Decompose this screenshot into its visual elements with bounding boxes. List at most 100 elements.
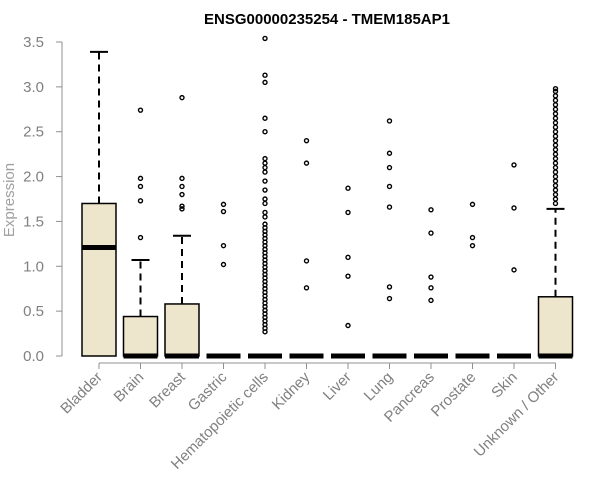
outlier-point [552, 164, 559, 171]
outlier-point [179, 175, 185, 182]
box-group [455, 201, 490, 359]
outlier-point [345, 254, 351, 261]
outlier-point [511, 205, 517, 211]
outlier-point [552, 124, 559, 130]
outlier-point [552, 182, 559, 189]
box-group [81, 50, 117, 357]
outlier-point [262, 35, 268, 42]
outlier-point [469, 201, 476, 208]
x-tick-label: Liver [320, 369, 355, 404]
y-tick-label: 1.0 [23, 258, 44, 275]
outlier-point [386, 284, 393, 290]
chart-title: ENSG00000235254 - TMEM185AP1 [204, 11, 450, 28]
box-group [122, 107, 159, 359]
outlier-point [386, 118, 393, 124]
outlier-point [552, 146, 559, 153]
outlier-point [428, 297, 434, 304]
y-axis-title: Expression [1, 163, 18, 237]
y-tick-label: 1.5 [23, 213, 44, 230]
box [537, 296, 574, 357]
outlier-point [552, 88, 559, 95]
outlier-point [262, 221, 268, 227]
outlier-point [552, 151, 559, 157]
outlier-point [469, 234, 476, 241]
box-group [289, 137, 324, 359]
outlier-point [262, 196, 268, 202]
y-axis: 0.0 0.5 1.0 1.5 2.0 2.5 3.0 3.5 [23, 34, 63, 365]
outlier-point [552, 133, 559, 139]
x-tick-label: Bladder [57, 369, 106, 418]
outlier-point [552, 111, 559, 117]
outlier-point [220, 208, 227, 215]
box [164, 303, 200, 357]
outlier-point [262, 160, 268, 166]
outlier-point [179, 94, 185, 101]
box-group [414, 207, 448, 359]
outlier-point [303, 258, 310, 264]
y-tick-label: 0.0 [23, 348, 44, 365]
box-group [164, 94, 200, 359]
outlier-point [552, 142, 559, 148]
outlier-point [137, 107, 144, 113]
outlier-point [220, 242, 227, 249]
box-group [331, 185, 365, 359]
box-series [81, 35, 574, 359]
x-tick-label: Skin [488, 369, 521, 402]
outlier-point [179, 191, 185, 198]
box-group [206, 201, 241, 359]
outlier-point [220, 201, 227, 208]
outlier-point [262, 214, 268, 220]
box-group [248, 35, 282, 359]
outlier-point [428, 230, 434, 236]
outlier-point [179, 206, 185, 212]
outlier-point [552, 155, 559, 162]
x-tick-label: Lung [361, 369, 397, 405]
outlier-point [552, 187, 559, 193]
outlier-point [552, 85, 559, 92]
outlier-point [262, 115, 268, 121]
outlier-point [552, 178, 559, 184]
outlier-point [552, 191, 559, 198]
outlier-point [303, 160, 310, 166]
box-group [372, 118, 407, 359]
outlier-point [137, 183, 144, 190]
outlier-point [262, 72, 268, 78]
outlier-point [552, 115, 559, 121]
outlier-point [511, 267, 517, 273]
outlier-point [345, 209, 351, 216]
y-tick-label: 0.5 [23, 303, 44, 320]
outlier-point [552, 169, 559, 175]
box-group [497, 162, 531, 359]
outlier-point [552, 120, 559, 126]
x-tick-label: Prostate [428, 369, 480, 421]
box-group [537, 85, 574, 359]
y-tick-label: 3.0 [23, 79, 44, 96]
x-tick-label: Kidney [269, 368, 314, 413]
outlier-point [137, 198, 144, 204]
outlier-point [137, 175, 144, 182]
outlier-point [262, 200, 268, 207]
x-tick-label: Brain [111, 369, 148, 406]
outlier-point [262, 155, 268, 162]
outlier-point [220, 261, 227, 268]
outlier-point [552, 160, 559, 166]
outlier-point [428, 274, 434, 280]
outlier-point [386, 183, 393, 190]
outlier-point [345, 185, 351, 191]
outlier-point [552, 200, 559, 207]
outlier-point [469, 242, 476, 249]
outlier-point [386, 204, 393, 210]
outlier-point [511, 162, 517, 168]
y-tick-label: 2.0 [23, 169, 44, 186]
outlier-point [552, 173, 559, 180]
outlier-point [179, 203, 185, 209]
outlier-point [552, 129, 559, 135]
outlier-point [552, 93, 559, 99]
outlier-point [262, 209, 268, 216]
outlier-point [137, 234, 144, 241]
outlier-point [428, 207, 434, 213]
y-tick-label: 2.5 [23, 124, 44, 141]
outlier-point [262, 178, 268, 184]
outlier-point [552, 137, 559, 144]
